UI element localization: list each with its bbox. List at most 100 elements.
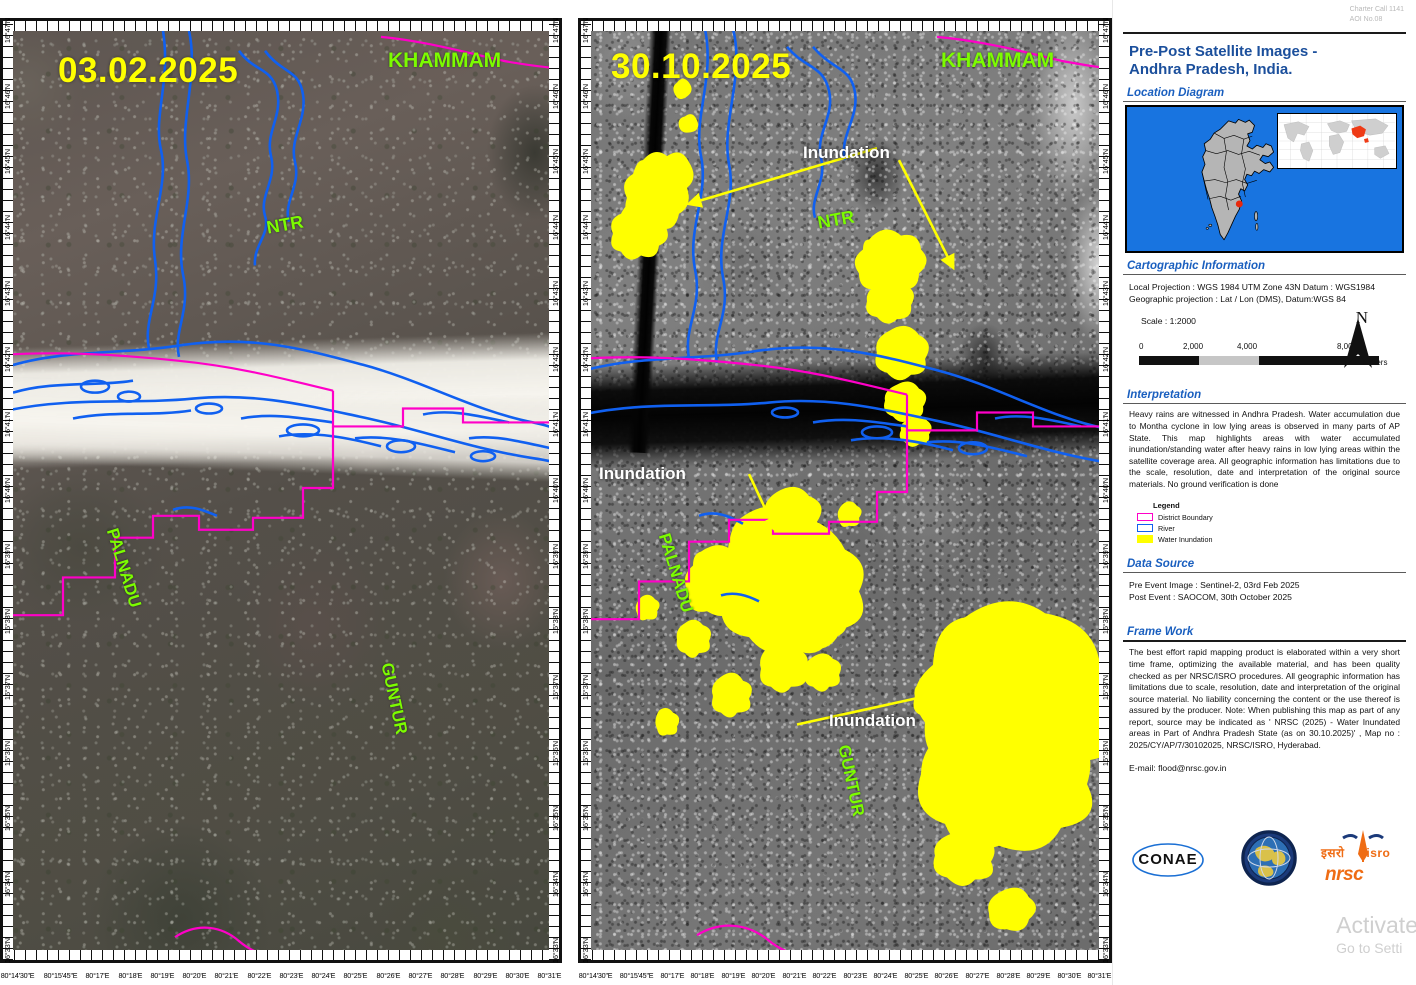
- longitude-tick-label: 80°19'E: [721, 970, 746, 980]
- section-heading-location-diagram: Location Diagram: [1127, 86, 1225, 99]
- longitude-tick-label: 80°29'E: [473, 970, 497, 980]
- latitude-tick-label: 16°43'N: [580, 280, 590, 306]
- longitude-tick-label: 80°27'E: [965, 970, 990, 980]
- longitude-tick-label: 80°18'E: [118, 970, 142, 980]
- latitude-tick-label: 16°34'N: [2, 872, 12, 898]
- latitude-tick-label: 16°41'N: [550, 412, 560, 438]
- longitude-tick-label: 80°18'E: [690, 970, 715, 980]
- isro-nrsc-logo: इसरो isro nrsc: [1321, 828, 1405, 888]
- section-underline: [1123, 403, 1406, 405]
- post-event-map-frame: 30.10.2025 KHAMMAM NTR PALNADU GUNTUR In…: [578, 18, 1112, 963]
- legend: Legend District Boundary River Water Inund…: [1137, 501, 1406, 544]
- longitude-tick-label: 80°29'E: [1026, 970, 1051, 980]
- north-arrow-icon: [1344, 318, 1372, 369]
- watermark-line1: Activate: [1336, 912, 1416, 939]
- longitude-tick-label: 80°26'E: [934, 970, 959, 980]
- latitude-tick-label: 16°35'N: [550, 806, 560, 832]
- longitude-tick-label: 80°20'E: [182, 970, 207, 980]
- legend-item: Water Inundation: [1137, 535, 1406, 544]
- longitude-tick-label: 80°23'E: [279, 970, 304, 980]
- graticule-tick-top: [581, 21, 1109, 31]
- inundation-annotation: Inundation: [829, 711, 916, 730]
- latitude-tick-label: 16°41'N: [1100, 412, 1110, 438]
- latitude-tick-label: 16°47'N: [1100, 18, 1110, 44]
- latitude-tick-label: 16°44'N: [1100, 215, 1110, 241]
- scale-tick-3: 8,000: [1337, 342, 1358, 352]
- page-title-line2: Andhra Pradesh, India.: [1129, 61, 1293, 79]
- graticule-tick-right: [549, 21, 559, 960]
- latitude-tick-label: 16°47'N: [550, 18, 560, 44]
- latitude-tick-label: 16°40'N: [550, 477, 560, 504]
- conae-wordmark: CONAE: [1138, 851, 1198, 868]
- isro-wordmark: इसरो isro: [1321, 844, 1390, 861]
- international-charter-logo: [1241, 830, 1297, 886]
- post-event-source-text: Post Event : SAOCOM, 30th October 2025: [1129, 592, 1292, 603]
- legend-label: District Boundary: [1158, 512, 1213, 522]
- latitude-tick-label: 16°44'N: [550, 215, 560, 241]
- district-label-khammam: KHAMMAM: [388, 49, 502, 72]
- latitude-tick-label: 16°38'N: [550, 609, 560, 635]
- latitude-tick-label: 16°39'N: [2, 543, 12, 569]
- frame-work-text: The best effort rapid mapping product is…: [1129, 647, 1400, 751]
- graticule-tick-bottom: [581, 950, 1109, 960]
- latitude-tick-label: 16°37'N: [1100, 675, 1110, 701]
- longitude-tick-label: 80°24'E: [311, 970, 336, 980]
- latitude-tick-label: 16°47'N: [2, 18, 12, 44]
- section-divider: [1123, 640, 1406, 643]
- latitude-tick-label: 16°36'N: [550, 740, 560, 766]
- latitude-tick-label: 16°35'N: [1100, 806, 1110, 832]
- latitude-tick-label: 16°36'N: [1100, 740, 1110, 766]
- post-event-map-panel[interactable]: 30.10.2025 KHAMMAM NTR PALNADU GUNTUR In…: [578, 0, 1112, 985]
- location-diagram[interactable]: [1125, 104, 1404, 253]
- scale-tick-2: 4,000: [1237, 342, 1258, 352]
- longitude-tick-label: 80°15'45"E: [619, 970, 654, 980]
- legend-label: Water Inundation: [1158, 534, 1213, 544]
- longitude-tick-label: 80°27'E: [408, 970, 433, 980]
- pre-event-source-text: Pre Event Image : Sentinel-2, 03rd Feb 2…: [1129, 579, 1300, 590]
- longitude-tick-label: 80°20'E: [751, 970, 776, 980]
- latitude-tick-label: 16°42'N: [580, 346, 590, 372]
- longitude-tick-label: 80°14'30"E: [0, 970, 35, 980]
- longitude-tick-label: 80°28'E: [440, 970, 465, 980]
- latitude-tick-label: 16°41'N: [580, 412, 590, 438]
- latitude-tick-label: 16°38'N: [2, 609, 12, 635]
- latitude-tick-label: 16°40'N: [580, 477, 590, 504]
- latitude-tick-label: 16°44'N: [580, 215, 590, 241]
- latitude-tick-label: 16°41'N: [2, 412, 12, 438]
- latitude-tick-label: 16°39'N: [580, 543, 590, 569]
- latitude-tick-label: 16°47'N: [580, 18, 590, 44]
- scale-bar: [1139, 356, 1379, 366]
- district-label-khammam: KHAMMAM: [941, 49, 1055, 72]
- longitude-tick-label: 80°30'E: [1057, 970, 1081, 980]
- interpretation-text: Heavy rains are witnessed in Andhra Prad…: [1129, 409, 1400, 489]
- latitude-tick-label: 16°36'N: [580, 740, 590, 766]
- longitude-tick-label: 80°30'E: [505, 970, 530, 980]
- pre-latitude-labels-left: 16°47'N 16°46'N 16°45'N 16°44'N 16°43'N 16°42…: [0, 18, 16, 963]
- latitude-tick-label: 16°44'N: [2, 215, 12, 241]
- section-heading-interpretation: Interpretation: [1127, 389, 1202, 402]
- latitude-tick-label: 16°34'N: [550, 872, 560, 898]
- pre-event-map-panel[interactable]: 03.02.2025 KHAMMAM NTR PALNADU GUNTUR 16…: [0, 0, 562, 985]
- scale-ratio-text: Scale : 1:2000: [1141, 316, 1196, 327]
- latitude-tick-label: 16°38'N: [1100, 609, 1110, 635]
- post-event-date-stamp: 30.10.2025: [611, 47, 792, 86]
- latitude-tick-label: 16°45'N: [580, 149, 590, 175]
- scale-units-label: Meters: [1363, 358, 1388, 368]
- graticule-tick-right: [1099, 21, 1109, 960]
- latitude-tick-label: 16°39'N: [1100, 543, 1110, 569]
- inundation-annotation: Inundation: [599, 464, 686, 483]
- latitude-tick-label: 16°43'N: [2, 280, 12, 306]
- latitude-tick-label: 16°37'N: [580, 675, 590, 701]
- graticule-tick-left: [3, 21, 13, 960]
- latitude-tick-label: 16°35'N: [2, 806, 12, 832]
- page-title: Pre-Post Satellite Images - Andhra Prade…: [1129, 43, 1406, 80]
- longitude-tick-label: 80°21'E: [782, 970, 807, 980]
- latitude-tick-label: 16°46'N: [2, 83, 12, 109]
- latitude-tick-label: 16°33'N: [1100, 937, 1110, 963]
- latitude-tick-label: 16°43'N: [550, 280, 560, 306]
- legend-label: River: [1158, 523, 1175, 533]
- scale-tick-1: 2,000: [1183, 342, 1204, 352]
- section-underline: [1123, 571, 1406, 573]
- longitude-tick-label: 80°17'E: [85, 970, 110, 980]
- email-text: E-mail: flood@nrsc.gov.in: [1129, 762, 1227, 773]
